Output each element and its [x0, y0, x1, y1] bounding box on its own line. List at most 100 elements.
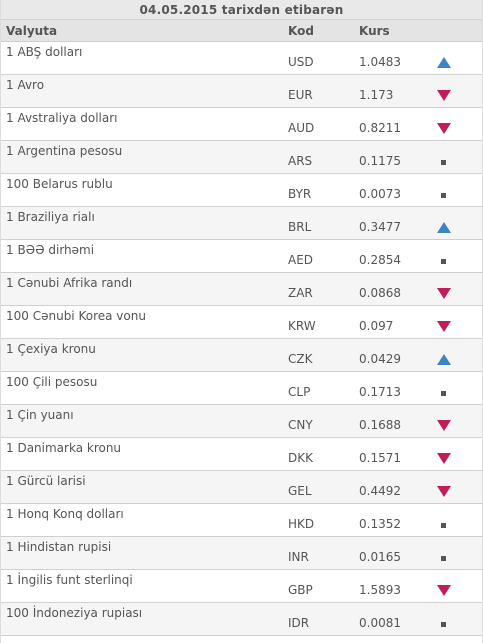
table-row: 1 Avro EUR 1.173	[1, 75, 482, 108]
trend-up-icon	[437, 352, 451, 366]
trend-marker	[441, 556, 446, 561]
currency-name: 1 Avro	[6, 78, 45, 92]
trend-marker	[441, 160, 446, 165]
exchange-rate: 1.0483	[359, 55, 401, 69]
trend-marker	[437, 321, 451, 332]
currency-code: CLP	[288, 385, 311, 399]
currency-name: 1 Braziliya rialı	[6, 210, 95, 224]
currency-name: 1 Honq Konq dolları	[6, 507, 124, 521]
trend-unchanged-icon	[437, 616, 451, 630]
trend-down-icon	[437, 583, 451, 597]
currency-code: DKK	[288, 451, 313, 465]
currency-code: AED	[288, 253, 314, 267]
trend-marker	[437, 585, 451, 596]
currency-code: BYR	[288, 187, 312, 201]
trend-marker	[441, 193, 446, 198]
currency-code: BRL	[288, 220, 312, 234]
currency-code: INR	[288, 550, 309, 564]
currency-name: 100 Belarus rublu	[6, 177, 113, 191]
table-row: 1 Braziliya rialı BRL 0.3477	[1, 207, 482, 240]
trend-marker	[437, 123, 451, 134]
exchange-rate: 1.5893	[359, 583, 401, 597]
table-row: 1 Argentina pesosu ARS 0.1175	[1, 141, 482, 174]
currency-name: 1 Gürcü larisi	[6, 474, 86, 488]
currency-code: CNY	[288, 418, 313, 432]
exchange-rate: 0.097	[359, 319, 394, 333]
currency-name: 1 İngilis funt sterlinqi	[6, 573, 133, 587]
rates-table-body: 1 ABŞ dolları USD 1.0483 1 Avro EUR 1.173 1 Av…	[1, 42, 482, 636]
rates-date-title: 04.05.2015 tarixdən etibarən	[1, 0, 482, 20]
trend-marker	[437, 57, 451, 68]
trend-unchanged-icon	[437, 154, 451, 168]
currency-name: 1 BƏƏ dirhəmi	[6, 243, 95, 257]
currency-name: 1 Cənubi Afrika randı	[6, 276, 133, 290]
exchange-rate: 0.4492	[359, 484, 401, 498]
trend-marker	[437, 222, 451, 233]
trend-marker	[437, 420, 451, 431]
table-row: 1 İngilis funt sterlinqi GBP 1.5893	[1, 570, 482, 603]
currency-code: HKD	[288, 517, 315, 531]
currency-code: IDR	[288, 616, 310, 630]
column-header-currency: Valyuta	[6, 24, 58, 38]
currency-code: GBP	[288, 583, 313, 597]
table-row: 100 Çili pesosu CLP 0.1713	[1, 372, 482, 405]
trend-up-icon	[437, 220, 451, 234]
trend-marker	[441, 523, 446, 528]
currency-code: KRW	[288, 319, 316, 333]
currency-name: 1 ABŞ dolları	[6, 45, 83, 59]
trend-down-icon	[437, 418, 451, 432]
exchange-rate: 0.0429	[359, 352, 401, 366]
table-row: 1 BƏƏ dirhəmi AED 0.2854	[1, 240, 482, 273]
trend-unchanged-icon	[437, 385, 451, 399]
trend-down-icon	[437, 121, 451, 135]
exchange-rate: 0.8211	[359, 121, 401, 135]
currency-name: 100 İndoneziya rupiası	[6, 606, 143, 620]
currency-code: ARS	[288, 154, 313, 168]
table-row: 1 Çexiya kronu CZK 0.0429	[1, 339, 482, 372]
currency-code: AUD	[288, 121, 315, 135]
trend-down-icon	[437, 451, 451, 465]
currency-name: 1 Hindistan rupisi	[6, 540, 112, 554]
currency-name: 100 Cənubi Korea vonu	[6, 309, 146, 323]
exchange-rate: 0.3477	[359, 220, 401, 234]
table-row: 100 Cənubi Korea vonu KRW 0.097	[1, 306, 482, 339]
currency-name: 1 Danimarka kronu	[6, 441, 122, 455]
trend-marker	[437, 354, 451, 365]
trend-marker	[437, 453, 451, 464]
exchange-rate: 0.0081	[359, 616, 401, 630]
trend-marker	[437, 90, 451, 101]
trend-unchanged-icon	[437, 187, 451, 201]
currency-name: 1 Çexiya kronu	[6, 342, 96, 356]
trend-marker	[441, 391, 446, 396]
table-row: 1 Cənubi Afrika randı ZAR 0.0868	[1, 273, 482, 306]
table-row: 1 Çin yuanı CNY 0.1688	[1, 405, 482, 438]
table-row: 1 ABŞ dolları USD 1.0483	[1, 42, 482, 75]
table-row: 1 Avstraliya dolları AUD 0.8211	[1, 108, 482, 141]
trend-down-icon	[437, 319, 451, 333]
exchange-rate: 0.1571	[359, 451, 401, 465]
exchange-rate: 0.0073	[359, 187, 401, 201]
exchange-rate: 0.1352	[359, 517, 401, 531]
trend-unchanged-icon	[437, 253, 451, 267]
exchange-rate: 0.0165	[359, 550, 401, 564]
currency-code: CZK	[288, 352, 313, 366]
currency-name: 1 Avstraliya dolları	[6, 111, 118, 125]
trend-up-icon	[437, 55, 451, 69]
table-row: 1 Gürcü larisi GEL 0.4492	[1, 471, 482, 504]
trend-marker	[437, 486, 451, 497]
trend-unchanged-icon	[437, 550, 451, 564]
trend-marker	[441, 622, 446, 627]
exchange-rate: 0.1175	[359, 154, 401, 168]
exchange-rate: 0.1713	[359, 385, 401, 399]
currency-code: GEL	[288, 484, 312, 498]
exchange-rate: 0.0868	[359, 286, 401, 300]
table-row: 1 Hindistan rupisi INR 0.0165	[1, 537, 482, 570]
exchange-rate: 1.173	[359, 88, 394, 102]
trend-down-icon	[437, 484, 451, 498]
currency-code: ZAR	[288, 286, 313, 300]
exchange-rate: 0.2854	[359, 253, 401, 267]
trend-unchanged-icon	[437, 517, 451, 531]
currency-name: 100 Çili pesosu	[6, 375, 98, 389]
currency-code: USD	[288, 55, 314, 69]
